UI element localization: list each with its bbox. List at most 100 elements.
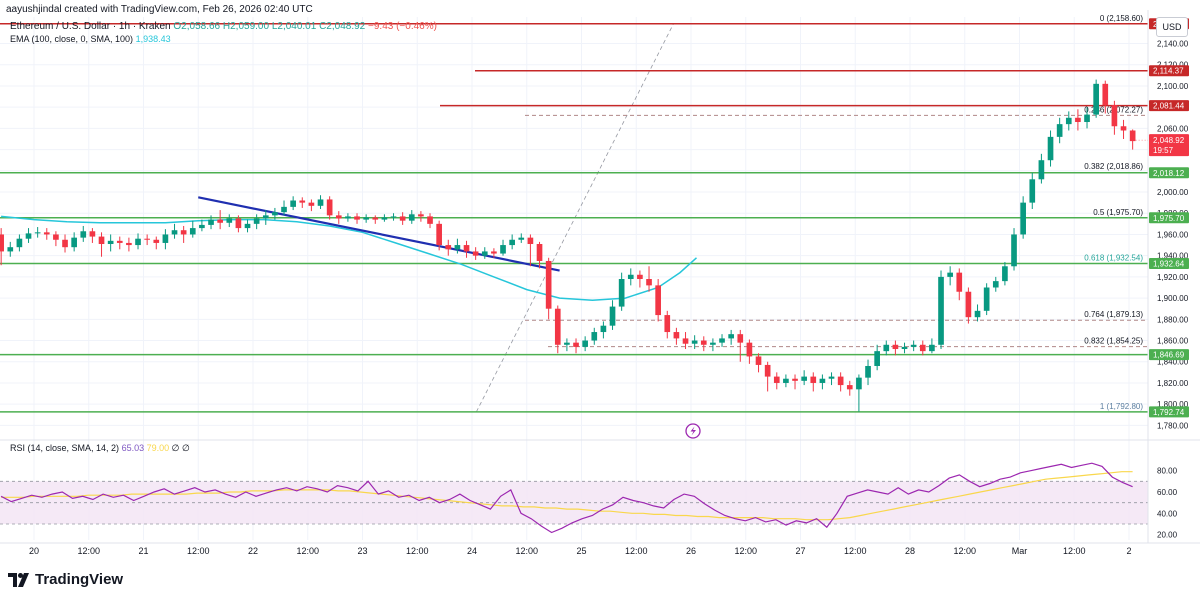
x-tick-label: 12:00 — [734, 546, 757, 556]
falling-trendline — [198, 196, 560, 272]
candle-body — [527, 237, 534, 245]
candle-body — [573, 342, 579, 347]
current-price-tag: 2,048.92 — [1153, 136, 1185, 145]
candle-body — [390, 216, 397, 218]
candle-body — [609, 306, 616, 326]
candle-body — [682, 338, 689, 344]
rsi-ma-line — [1, 471, 1133, 521]
candle-body — [719, 338, 725, 343]
candle-body — [783, 378, 789, 383]
lightning-alert-icon[interactable] — [685, 423, 701, 439]
horizontal-levels[interactable] — [0, 23, 1148, 413]
candle-body — [226, 218, 233, 223]
trendline[interactable] — [198, 196, 560, 272]
candle-body — [910, 344, 917, 347]
candle-body — [1065, 117, 1072, 125]
candle-body — [828, 376, 835, 379]
chart-credit: aayushjindal created with TradingView.co… — [6, 4, 313, 15]
rsi-y-tick-label: 60.00 — [1157, 488, 1178, 497]
y-tick-label: 2,060.00 — [1157, 124, 1189, 133]
candle-body — [1129, 130, 1136, 142]
y-tick-label: 2,000.00 — [1157, 188, 1189, 197]
rsi-extra: ∅ ∅ — [171, 443, 190, 453]
candle-body — [463, 245, 470, 252]
y-tick-label: 1,820.00 — [1157, 379, 1189, 388]
rsi-y-tick-label: 40.00 — [1157, 509, 1178, 518]
ema-value: 1,938.43 — [135, 34, 171, 44]
candle-body — [755, 356, 762, 365]
level-price-tag-bg — [1149, 212, 1189, 224]
candle-body — [992, 281, 999, 288]
x-tick-label: 22 — [248, 546, 258, 556]
chart-grid — [0, 17, 1148, 540]
symbol-legend: Ethereum / U.S. Dollar · 1h · Kraken O2,… — [10, 21, 437, 32]
x-tick-label: 12:00 — [515, 546, 538, 556]
candle-body — [80, 231, 87, 238]
candle-body — [436, 223, 442, 246]
symbol-title[interactable]: Ethereum / U.S. Dollar · 1h · Kraken — [10, 21, 171, 32]
currency-button[interactable]: USD — [1156, 17, 1188, 37]
tradingview-logo-icon — [8, 572, 29, 587]
fib-level-label: 0.5 (1,975.70) — [1093, 208, 1143, 217]
candle-body — [1102, 83, 1109, 106]
candle-body — [637, 274, 643, 280]
rsi-legend[interactable]: RSI (14, close, SMA, 14, 2) 65.03 79.00 … — [10, 443, 190, 454]
candle-body — [454, 245, 461, 250]
x-tick-label: 12:00 — [1063, 546, 1086, 556]
x-tick-label: 12:00 — [187, 546, 210, 556]
candle-body — [244, 223, 251, 229]
candle-body — [62, 239, 68, 248]
candle-body — [162, 234, 169, 243]
candle-body — [965, 291, 972, 318]
candle-body — [71, 237, 77, 248]
candle-body — [564, 342, 570, 345]
current-price-tag-bg — [1149, 134, 1189, 157]
x-tick-label: 21 — [138, 546, 148, 556]
candle-body — [0, 234, 4, 252]
x-tick-label: 24 — [467, 546, 477, 556]
candle-body — [299, 200, 306, 203]
candle-body — [1011, 234, 1017, 267]
candle-body — [700, 340, 707, 345]
candle-body — [235, 218, 242, 229]
x-tick-label: 23 — [357, 546, 367, 556]
candle-body — [691, 340, 698, 344]
candle-body — [445, 245, 452, 250]
candle-body — [1111, 105, 1118, 127]
fib-level-label: 1 (1,792.80) — [1100, 402, 1143, 411]
candle-body — [792, 378, 798, 381]
candle-body — [1075, 117, 1081, 123]
level-price-tag: 1,846.69 — [1153, 351, 1185, 360]
level-price-tag-bg — [1149, 349, 1189, 361]
ema-legend[interactable]: EMA (100, close, 0, SMA, 100) 1,938.43 — [10, 34, 171, 44]
candle-body — [427, 216, 433, 224]
level-price-tag-bg — [1149, 65, 1189, 77]
candle-body — [664, 315, 671, 333]
candle-body — [16, 238, 23, 248]
candle-body — [1056, 124, 1063, 137]
candle-body — [938, 276, 944, 345]
tradingview-logo[interactable]: TradingView — [8, 571, 123, 588]
candle-body — [399, 216, 406, 221]
candle-body — [500, 245, 506, 254]
candle-body — [381, 217, 388, 220]
rsi-ma-value: 79.00 — [146, 443, 170, 453]
x-tick-label: 25 — [576, 546, 586, 556]
ohlc-values: O2,058.66 H2,059.00 L2,040.01 C2,048.92 — [173, 21, 366, 32]
candles — [0, 79, 1136, 412]
x-tick-label: 20 — [29, 546, 39, 556]
candle-body — [509, 239, 515, 246]
candle-body — [189, 228, 196, 235]
candle-body — [819, 378, 826, 383]
level-price-tag: 1,975.70 — [1153, 214, 1185, 223]
candle-body — [290, 200, 296, 207]
candle-body — [846, 385, 853, 390]
candle-body — [98, 236, 105, 245]
candle-body — [856, 377, 862, 390]
candle-body — [34, 232, 41, 234]
candle-body — [801, 376, 807, 381]
candle-body — [1038, 160, 1045, 180]
candle-body — [326, 199, 333, 216]
x-tick-label: 12:00 — [77, 546, 100, 556]
